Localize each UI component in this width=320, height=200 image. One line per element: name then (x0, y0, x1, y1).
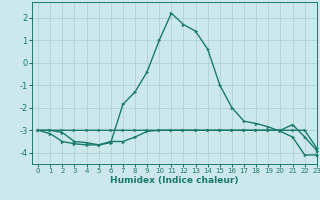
X-axis label: Humidex (Indice chaleur): Humidex (Indice chaleur) (110, 176, 239, 185)
